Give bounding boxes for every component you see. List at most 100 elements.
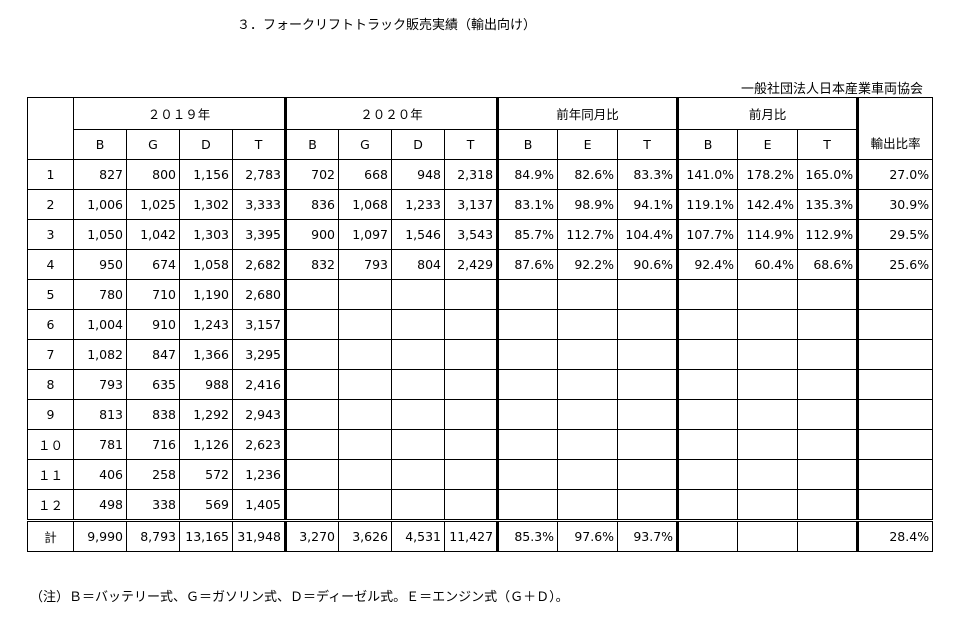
row-label: １１	[27, 459, 74, 490]
col-header: B	[676, 129, 739, 160]
cell-ratio: 30.9%	[856, 189, 934, 220]
cell-2019: 406	[73, 459, 127, 490]
cell-ratio: 29.5%	[856, 219, 934, 250]
cell-mom	[797, 369, 859, 400]
cell-2019: 1,042	[126, 219, 180, 250]
cell-mom	[737, 309, 799, 340]
cell-2019: 635	[126, 369, 180, 400]
cell-2020: 702	[284, 159, 340, 190]
cell-yoy	[617, 429, 679, 460]
cell-mom: 112.9%	[797, 219, 859, 250]
cell-mom: 114.9%	[737, 219, 799, 250]
cell-2019: 1,243	[179, 309, 233, 340]
cell-2020: 836	[284, 189, 340, 220]
cell-mom: 68.6%	[797, 249, 859, 280]
cell-yoy	[617, 339, 679, 370]
cell-2020	[391, 489, 446, 521]
table-row: 6 1,004 910 1,243 3,157	[27, 309, 934, 340]
cell-2020: 832	[284, 249, 340, 280]
cell-2020	[284, 399, 340, 430]
row-label: 6	[27, 309, 74, 340]
cell-mom	[797, 309, 859, 340]
cell-mom	[676, 339, 739, 370]
table-row: 5 780 710 1,190 2,680	[27, 279, 934, 310]
footnote: （注）Ｂ＝バッテリー式、Ｇ＝ガソリン式、Ｄ＝ディーゼル式。Ｅ＝エンジン式（Ｇ＋Ｄ…	[30, 590, 569, 605]
col-header: B	[284, 129, 340, 160]
col-header: T	[231, 129, 287, 160]
cell-2019: 569	[179, 489, 233, 521]
cell-ratio	[856, 489, 934, 521]
cell-2020	[391, 339, 446, 370]
cell-2019: 3,295	[231, 339, 287, 370]
cell-2019: 813	[73, 399, 127, 430]
cell-2019: 1,236	[231, 459, 287, 490]
cell-mom	[737, 369, 799, 400]
cell-2020: 948	[391, 159, 446, 190]
table-row: １１ 406 258 572 1,236	[27, 459, 934, 490]
cell-2019: 8,793	[126, 519, 180, 552]
cell-2019: 1,025	[126, 189, 180, 220]
cell-2019: 674	[126, 249, 180, 280]
cell-mom	[676, 489, 739, 521]
cell-2019: 1,303	[179, 219, 233, 250]
table-row: 8 793 635 988 2,416	[27, 369, 934, 400]
cell-2019: 13,165	[179, 519, 233, 552]
row-label: 3	[27, 219, 74, 250]
cell-2020	[444, 279, 499, 310]
cell-2020: 3,137	[444, 189, 499, 220]
cell-2019: 838	[126, 399, 180, 430]
cell-2019: 780	[73, 279, 127, 310]
table-row: 7 1,082 847 1,366 3,295	[27, 339, 934, 370]
cell-yoy	[496, 429, 559, 460]
cell-mom	[797, 489, 859, 521]
cell-2019: 793	[73, 369, 127, 400]
cell-yoy: 85.3%	[496, 519, 559, 552]
cell-2019: 258	[126, 459, 180, 490]
table-row: 4 950 674 1,058 2,682 832 793 804 2,429 87.6% 92.2…	[27, 249, 934, 280]
cell-2019: 1,058	[179, 249, 233, 280]
cell-2020	[284, 309, 340, 340]
header-row-columns: B G D T B G D T B E T B E T	[28, 129, 933, 160]
cell-2020	[284, 339, 340, 370]
cell-2020	[444, 339, 499, 370]
cell-2019: 910	[126, 309, 180, 340]
row-label: 8	[27, 369, 74, 400]
cell-mom	[737, 399, 799, 430]
table-row: 2 1,006 1,025 1,302 3,333 836 1,068 1,233 3,137 8…	[27, 189, 934, 220]
table-row: 1 827 800 1,156 2,783 702 668 948 2,318 84.9% 82.6…	[27, 159, 934, 190]
cell-mom	[676, 279, 739, 310]
col-header: B	[73, 129, 127, 160]
cell-2019: 1,302	[179, 189, 233, 220]
cell-2019: 1,366	[179, 339, 233, 370]
cell-yoy	[617, 399, 679, 430]
group-header-mom: 前月比	[676, 97, 859, 130]
cell-ratio: 28.4%	[856, 519, 934, 552]
cell-mom	[797, 279, 859, 310]
cell-2019: 338	[126, 489, 180, 521]
row-label: 9	[27, 399, 74, 430]
cell-ratio	[856, 399, 934, 430]
cell-2020	[391, 309, 446, 340]
cell-2020	[444, 369, 499, 400]
cell-mom	[737, 459, 799, 490]
cell-2019: 847	[126, 339, 180, 370]
cell-2019: 1,082	[73, 339, 127, 370]
cell-2020	[391, 279, 446, 310]
cell-2019: 2,682	[231, 249, 287, 280]
cell-yoy	[557, 279, 619, 310]
cell-2020	[444, 429, 499, 460]
cell-2020	[391, 399, 446, 430]
row-label: 1	[27, 159, 74, 190]
cell-2020: 1,233	[391, 189, 446, 220]
col-header: D	[391, 129, 446, 160]
cell-2019: 781	[73, 429, 127, 460]
cell-yoy	[617, 369, 679, 400]
cell-mom: 141.0%	[676, 159, 739, 190]
cell-mom	[737, 279, 799, 310]
col-header: T	[444, 129, 499, 160]
cell-yoy: 87.6%	[496, 249, 559, 280]
row-label: １２	[27, 489, 74, 521]
cell-yoy: 104.4%	[617, 219, 679, 250]
cell-yoy	[496, 309, 559, 340]
cell-yoy: 94.1%	[617, 189, 679, 220]
